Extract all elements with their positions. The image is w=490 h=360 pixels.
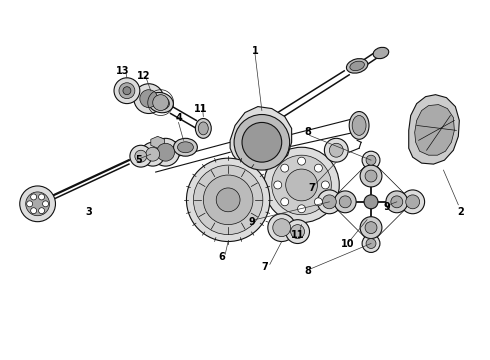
Circle shape	[286, 220, 310, 243]
Circle shape	[146, 147, 160, 161]
Circle shape	[123, 87, 131, 95]
Circle shape	[297, 205, 306, 213]
Text: 5: 5	[135, 155, 142, 165]
Circle shape	[401, 190, 425, 214]
Text: 11: 11	[291, 230, 304, 239]
Circle shape	[203, 175, 253, 225]
Circle shape	[366, 155, 376, 165]
Circle shape	[322, 195, 336, 209]
Circle shape	[135, 150, 147, 162]
Circle shape	[274, 181, 282, 189]
Circle shape	[365, 170, 377, 182]
Circle shape	[281, 198, 289, 206]
Circle shape	[114, 78, 140, 104]
Circle shape	[324, 138, 348, 162]
Circle shape	[272, 155, 331, 215]
Circle shape	[194, 165, 263, 235]
Circle shape	[362, 151, 380, 169]
Circle shape	[157, 143, 174, 161]
Circle shape	[26, 201, 33, 207]
Text: 9: 9	[384, 202, 390, 212]
Circle shape	[406, 195, 419, 209]
Circle shape	[291, 225, 305, 239]
Text: 8: 8	[304, 127, 311, 138]
Circle shape	[273, 219, 291, 237]
Ellipse shape	[152, 95, 170, 110]
Text: 12: 12	[137, 71, 150, 81]
Circle shape	[315, 198, 322, 206]
Circle shape	[334, 191, 356, 213]
Text: 9: 9	[248, 217, 255, 227]
Circle shape	[242, 122, 282, 162]
Polygon shape	[230, 107, 292, 168]
Polygon shape	[409, 95, 459, 164]
Circle shape	[364, 195, 378, 209]
Circle shape	[216, 188, 240, 212]
Ellipse shape	[148, 93, 173, 113]
Circle shape	[362, 235, 380, 252]
Circle shape	[234, 114, 290, 170]
Circle shape	[39, 208, 45, 214]
Circle shape	[360, 165, 382, 187]
Text: 11: 11	[194, 104, 207, 113]
Circle shape	[119, 83, 135, 99]
Circle shape	[187, 158, 270, 242]
Ellipse shape	[350, 61, 365, 71]
Text: 3: 3	[86, 207, 93, 217]
Circle shape	[321, 181, 329, 189]
Circle shape	[268, 214, 295, 242]
Text: 1: 1	[251, 46, 258, 56]
Ellipse shape	[349, 112, 369, 139]
Circle shape	[315, 164, 322, 172]
Circle shape	[141, 142, 165, 166]
Circle shape	[366, 239, 376, 248]
Circle shape	[360, 217, 382, 239]
Ellipse shape	[196, 118, 211, 138]
Circle shape	[153, 95, 169, 111]
Text: 13: 13	[116, 66, 130, 76]
Circle shape	[134, 84, 164, 113]
Circle shape	[386, 191, 408, 213]
Circle shape	[286, 169, 318, 201]
Circle shape	[39, 194, 45, 200]
Circle shape	[391, 196, 403, 208]
Circle shape	[318, 190, 341, 214]
Circle shape	[297, 157, 306, 165]
Circle shape	[339, 196, 351, 208]
Ellipse shape	[373, 47, 389, 59]
Circle shape	[31, 194, 37, 200]
Ellipse shape	[198, 122, 208, 135]
Text: 7: 7	[308, 183, 315, 193]
Text: 8: 8	[304, 266, 311, 276]
Circle shape	[281, 164, 289, 172]
Ellipse shape	[177, 142, 194, 153]
Text: 7: 7	[262, 262, 268, 272]
Ellipse shape	[346, 59, 368, 73]
Text: 2: 2	[457, 207, 464, 217]
Circle shape	[140, 90, 158, 108]
Circle shape	[365, 222, 377, 234]
Text: 4: 4	[175, 113, 182, 123]
Circle shape	[43, 201, 49, 207]
Circle shape	[25, 192, 49, 216]
Ellipse shape	[173, 138, 197, 156]
Text: 10: 10	[341, 239, 354, 249]
Circle shape	[329, 143, 343, 157]
Circle shape	[264, 147, 339, 223]
Polygon shape	[151, 136, 165, 148]
Circle shape	[31, 208, 37, 214]
Circle shape	[20, 186, 55, 222]
Ellipse shape	[352, 116, 366, 135]
Polygon shape	[415, 105, 454, 155]
Circle shape	[130, 145, 152, 167]
Circle shape	[152, 138, 179, 166]
Text: 6: 6	[219, 252, 225, 262]
